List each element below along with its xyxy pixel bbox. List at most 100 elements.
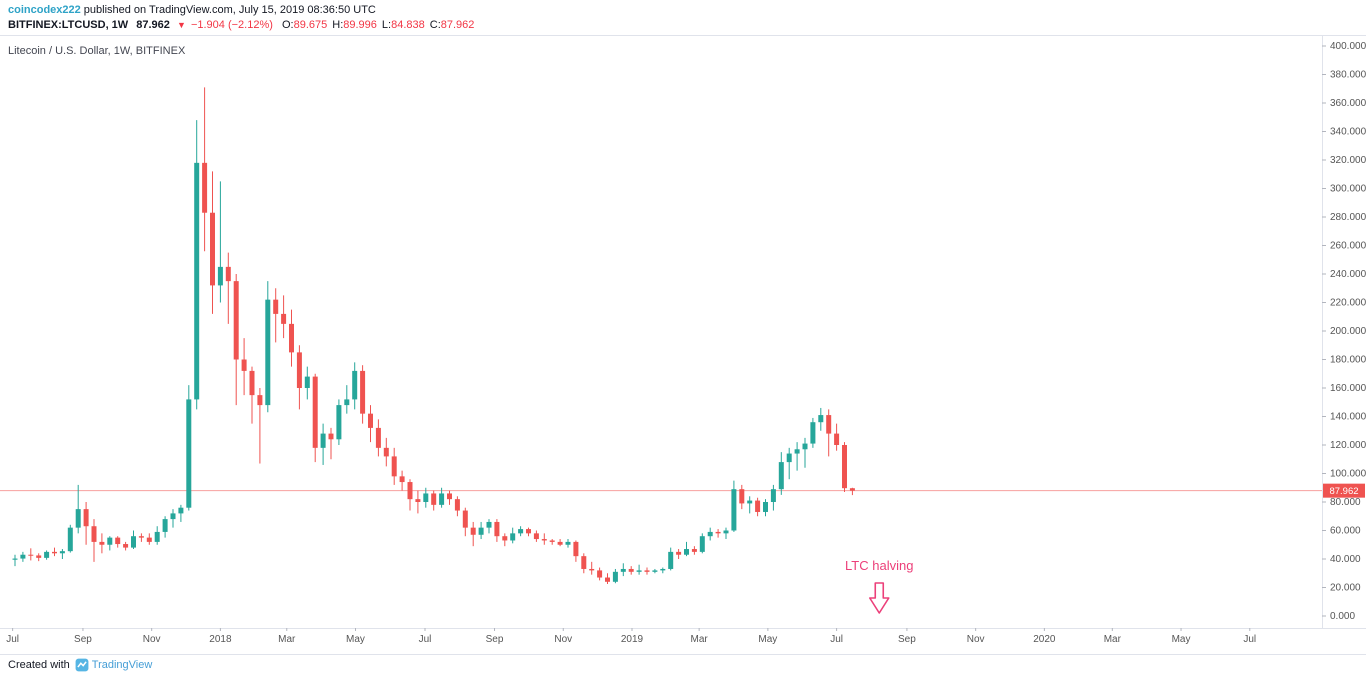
candle-body — [668, 551, 674, 569]
published-text: published on TradingView.com, July 15, 2… — [83, 4, 376, 16]
ohlc-value: 89.996 — [343, 19, 377, 31]
candle-body — [360, 370, 366, 414]
price-tick-label: 240.000 — [1330, 269, 1366, 280]
candle — [739, 484, 745, 510]
candle — [431, 490, 437, 511]
candle-body — [699, 536, 705, 552]
candle-body — [399, 476, 405, 483]
candle — [794, 442, 800, 471]
candle-body — [747, 500, 753, 504]
chart-plot-area[interactable] — [0, 36, 1322, 628]
candle — [478, 521, 484, 540]
candle-body — [59, 551, 65, 554]
price-tick-label: 280.000 — [1330, 212, 1366, 223]
candle — [83, 502, 89, 545]
candle — [146, 533, 152, 545]
time-tick-label: Nov — [967, 634, 985, 645]
candle-body — [439, 493, 445, 505]
annotation-ltc-halving[interactable]: LTC halving — [845, 558, 913, 614]
price-scale[interactable] — [1322, 36, 1366, 628]
candle-body — [138, 536, 144, 538]
candle-body — [660, 568, 666, 571]
time-tick-label: May — [758, 634, 777, 645]
candle-body — [423, 493, 429, 502]
price-tick-label: 60.000 — [1330, 526, 1361, 537]
candle-body — [842, 445, 847, 489]
candle — [731, 480, 737, 532]
candle-body — [217, 266, 223, 286]
candle — [597, 567, 603, 581]
candle — [502, 533, 508, 547]
candle-body — [320, 433, 326, 448]
price-tick-label: 220.000 — [1330, 298, 1366, 309]
candle-body — [336, 405, 342, 440]
candle — [217, 181, 223, 303]
candle-body — [312, 376, 318, 448]
price-tick-label: 400.000 — [1330, 41, 1366, 52]
price-tick-label: 100.000 — [1330, 469, 1366, 480]
candle — [826, 409, 832, 457]
candle — [415, 490, 421, 514]
candle-body — [154, 531, 160, 542]
candle-body — [573, 541, 579, 557]
candle-body — [810, 422, 816, 444]
price-tick-label: 340.000 — [1330, 127, 1366, 138]
candle — [684, 541, 689, 557]
candle-body — [296, 352, 302, 388]
candle — [494, 519, 500, 542]
candle — [20, 551, 26, 562]
candle-body — [368, 413, 373, 428]
candle — [344, 385, 350, 414]
candle-body — [202, 162, 208, 213]
time-scale[interactable] — [0, 628, 1366, 654]
candle — [75, 484, 81, 534]
price-tick-label: 360.000 — [1330, 98, 1366, 109]
candle — [12, 554, 18, 567]
candle — [391, 447, 397, 485]
candle-body — [289, 323, 294, 353]
candle-body — [612, 571, 618, 582]
candle-body — [549, 540, 555, 542]
ohlc-value: 87.962 — [440, 19, 475, 31]
price-tick-label: 120.000 — [1330, 440, 1366, 451]
candle-body — [715, 531, 721, 534]
time-tick-label: May — [346, 634, 365, 645]
candle-body — [794, 449, 800, 454]
candle — [202, 87, 208, 252]
candle — [849, 487, 855, 496]
candle-body — [778, 462, 784, 490]
time-tick-label: Sep — [74, 634, 92, 645]
candle-body — [431, 493, 437, 505]
candle-body — [834, 433, 840, 445]
candlestick-chart[interactable]: 400.000 380.000 360.000 340.000 320.000 300.0… — [0, 36, 1366, 654]
candle-body — [383, 447, 389, 457]
candle — [210, 171, 215, 314]
candle-body — [131, 536, 136, 548]
tradingview-link[interactable]: TradingView — [75, 658, 152, 672]
price-tick-label: 260.000 — [1330, 241, 1366, 252]
candle-body — [52, 551, 57, 554]
candle-body — [210, 212, 215, 286]
candle-body — [170, 513, 176, 520]
candle — [770, 484, 776, 511]
candle-body — [589, 568, 595, 571]
chart-legend: Litecoin / U.S. Dollar, 1W, BITFINEX — [8, 45, 186, 57]
candle — [36, 553, 42, 562]
candle-body — [391, 456, 397, 477]
candle — [573, 540, 579, 562]
candle — [123, 541, 129, 551]
candle — [644, 567, 650, 575]
candle — [462, 507, 468, 537]
author-link[interactable]: coincodex222 — [8, 4, 81, 16]
candle — [628, 566, 634, 575]
candle — [518, 526, 524, 537]
time-tick-label: Mar — [1104, 634, 1122, 645]
candle-body — [375, 427, 381, 448]
candle — [304, 366, 310, 400]
candle-body — [470, 527, 476, 535]
time-tick-label: Sep — [898, 634, 916, 645]
price-tick-label: 20.000 — [1330, 583, 1361, 594]
candle — [510, 527, 516, 544]
candle — [368, 405, 373, 443]
time-tick-label: 2018 — [209, 634, 232, 645]
